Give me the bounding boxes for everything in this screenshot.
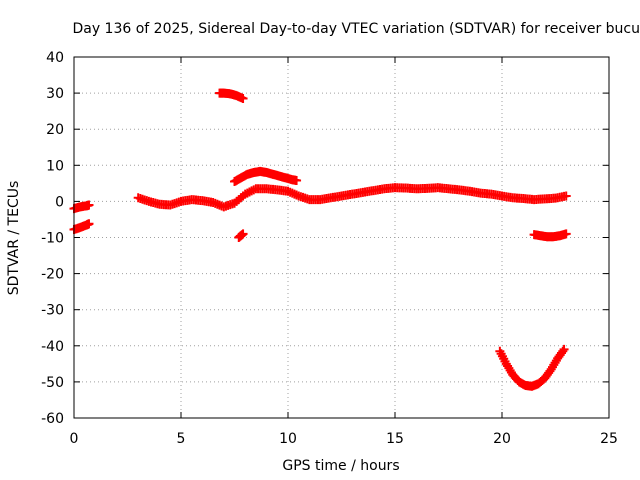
chart-title: Day 136 of 2025, Sidereal Day-to-day VTE…	[72, 21, 640, 37]
x-tick-label: 15	[386, 431, 404, 447]
data-points	[69, 88, 571, 391]
y-tick-label: 0	[55, 194, 64, 210]
y-tick-label: 40	[46, 50, 64, 66]
y-tick-label: -10	[41, 231, 64, 247]
data-point-track-h	[559, 344, 569, 354]
y-tick-label: 30	[46, 86, 64, 102]
data-point-track-h	[558, 346, 568, 356]
y-tick-label: -20	[41, 267, 64, 283]
y-tick-label: 10	[46, 158, 64, 174]
data-point-track-c	[561, 191, 571, 201]
y-tick-label: 20	[46, 122, 64, 138]
x-tick-label: 0	[70, 431, 79, 447]
y-tick-label: -40	[41, 339, 64, 355]
x-tick-label: 20	[493, 431, 511, 447]
x-axis-label: GPS time / hours	[282, 458, 399, 474]
x-tick-label: 10	[279, 431, 297, 447]
data-point-track-d	[238, 94, 248, 104]
data-point-track-e	[292, 175, 302, 185]
data-point-track-f	[238, 229, 248, 239]
y-tick-label: -60	[41, 411, 64, 427]
x-tick-label: 5	[177, 431, 186, 447]
x-tick-label: 25	[600, 431, 618, 447]
y-axis-label: SDTVAR / TECUs	[6, 181, 22, 296]
data-point-track-a	[84, 200, 94, 210]
data-point-track-b	[84, 219, 94, 229]
axis-ticks: 0 5 10 15 20 25 40 30 20 10 0 -10 -20 -30 -40 -50 -60	[41, 50, 618, 447]
grid	[74, 57, 609, 418]
data-point-track-g	[561, 229, 571, 239]
y-tick-label: -30	[41, 303, 64, 319]
plot-frame	[73, 56, 610, 419]
y-tick-label: -50	[41, 375, 64, 391]
